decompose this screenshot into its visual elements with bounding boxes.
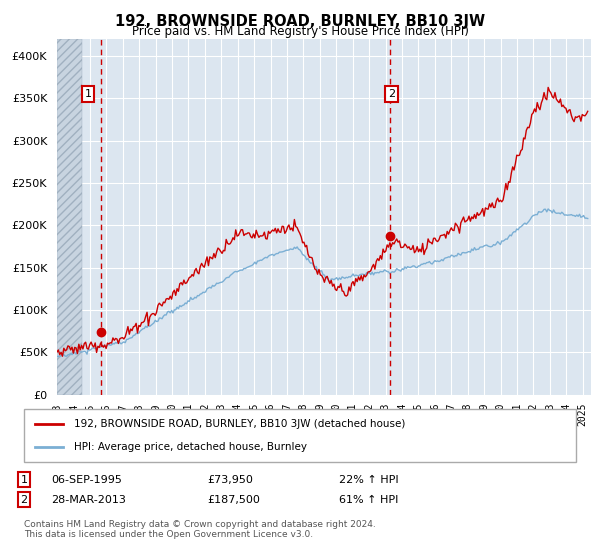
Text: 192, BROWNSIDE ROAD, BURNLEY, BB10 3JW: 192, BROWNSIDE ROAD, BURNLEY, BB10 3JW <box>115 14 485 29</box>
Text: 28-MAR-2013: 28-MAR-2013 <box>51 494 126 505</box>
Text: £187,500: £187,500 <box>207 494 260 505</box>
Text: 192, BROWNSIDE ROAD, BURNLEY, BB10 3JW (detached house): 192, BROWNSIDE ROAD, BURNLEY, BB10 3JW (… <box>74 419 405 429</box>
Text: 22% ↑ HPI: 22% ↑ HPI <box>339 475 398 485</box>
Text: 2: 2 <box>20 494 28 505</box>
Text: £73,950: £73,950 <box>207 475 253 485</box>
Text: 1: 1 <box>85 89 92 99</box>
Text: Contains HM Land Registry data © Crown copyright and database right 2024.
This d: Contains HM Land Registry data © Crown c… <box>24 520 376 539</box>
Bar <box>57 39 82 395</box>
FancyBboxPatch shape <box>24 409 576 462</box>
Text: 2: 2 <box>388 89 395 99</box>
Text: Price paid vs. HM Land Registry's House Price Index (HPI): Price paid vs. HM Land Registry's House … <box>131 25 469 38</box>
Text: HPI: Average price, detached house, Burnley: HPI: Average price, detached house, Burn… <box>74 442 307 452</box>
Text: 06-SEP-1995: 06-SEP-1995 <box>51 475 122 485</box>
Text: 1: 1 <box>20 475 28 485</box>
Text: 61% ↑ HPI: 61% ↑ HPI <box>339 494 398 505</box>
